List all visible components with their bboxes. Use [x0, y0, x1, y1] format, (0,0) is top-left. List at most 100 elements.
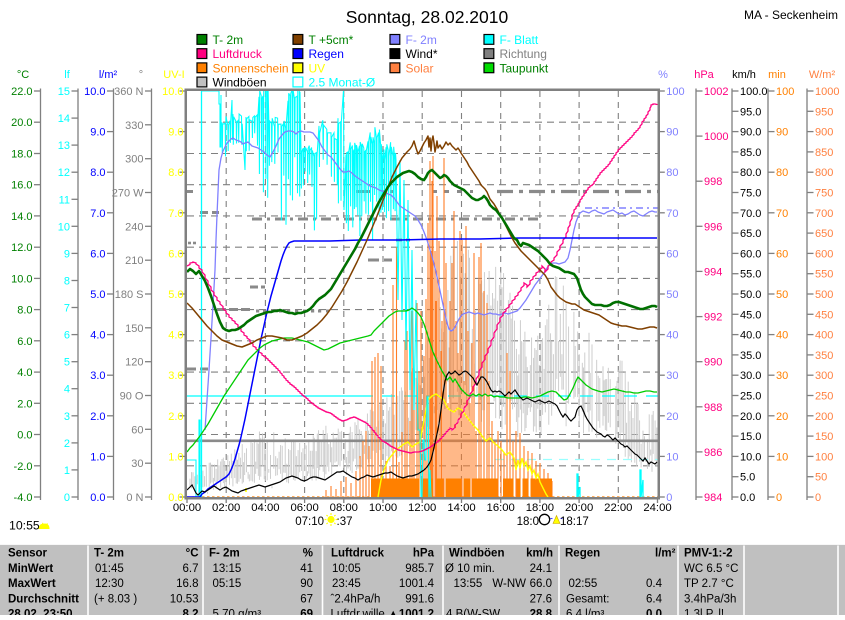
svg-text:15: 15 — [58, 86, 70, 98]
svg-text:10:00: 10:00 — [369, 502, 397, 514]
svg-text:F- Blatt: F- Blatt — [500, 33, 539, 47]
svg-text:991.6: 991.6 — [405, 593, 434, 605]
svg-text:10.0: 10.0 — [84, 86, 105, 98]
svg-text:0.0: 0.0 — [646, 609, 662, 615]
svg-text:984: 984 — [704, 492, 722, 504]
svg-text:10.0: 10.0 — [162, 86, 183, 98]
svg-text:0.0: 0.0 — [17, 430, 32, 442]
svg-text:00:00: 00:00 — [173, 502, 201, 514]
svg-text:Luftdruck: Luftdruck — [331, 548, 385, 560]
svg-text:8.0: 8.0 — [168, 167, 183, 179]
svg-text:69: 69 — [300, 609, 313, 615]
svg-text:70: 70 — [776, 208, 788, 220]
svg-text:5.0: 5.0 — [90, 289, 105, 301]
svg-text:%: % — [303, 548, 313, 560]
svg-text:450: 450 — [815, 309, 833, 321]
svg-text:60: 60 — [666, 248, 678, 260]
svg-text:6.0: 6.0 — [17, 336, 32, 348]
svg-text:MinWert: MinWert — [8, 563, 53, 575]
svg-text:24:00: 24:00 — [643, 502, 671, 514]
svg-text:MaxWert: MaxWert — [8, 578, 56, 590]
svg-text:850: 850 — [815, 147, 833, 159]
svg-text:990: 990 — [704, 357, 722, 369]
svg-text:14.0: 14.0 — [11, 211, 32, 223]
svg-text:ˆ2.4hPa/h: ˆ2.4hPa/h — [331, 593, 381, 605]
svg-text:13: 13 — [58, 140, 70, 152]
svg-text:05:15: 05:15 — [213, 578, 242, 590]
svg-text:F- 2m: F- 2m — [406, 33, 437, 47]
svg-text:▲1001.2: ▲1001.2 — [387, 609, 434, 615]
svg-text:l/m²: l/m² — [99, 69, 118, 81]
svg-text:Luftdr.wille: Luftdr.wille — [331, 609, 385, 615]
svg-text:65.0: 65.0 — [740, 228, 761, 240]
svg-text:Windböen: Windböen — [449, 548, 504, 560]
svg-text:-2.0: -2.0 — [14, 461, 33, 473]
svg-text:360 N: 360 N — [114, 86, 143, 98]
svg-text:8.0: 8.0 — [90, 167, 105, 179]
svg-text:9: 9 — [64, 248, 70, 260]
svg-text:5.0: 5.0 — [740, 472, 755, 484]
svg-text:22:00: 22:00 — [604, 502, 632, 514]
svg-text:T +5cm*: T +5cm* — [309, 33, 354, 47]
svg-text:28.02, 23:50: 28.02, 23:50 — [8, 609, 73, 615]
svg-text:50: 50 — [666, 289, 678, 301]
svg-text:75.0: 75.0 — [740, 188, 761, 200]
svg-text:4: 4 — [64, 384, 70, 396]
svg-text:25.0: 25.0 — [740, 391, 761, 403]
svg-text:2: 2 — [64, 438, 70, 450]
svg-text:22.0: 22.0 — [11, 86, 32, 98]
svg-text:300: 300 — [125, 154, 143, 166]
svg-text:330: 330 — [125, 120, 143, 132]
svg-text:30: 30 — [776, 370, 788, 382]
svg-text:500: 500 — [815, 289, 833, 301]
svg-text:12: 12 — [58, 167, 70, 179]
svg-text:Sensor: Sensor — [8, 548, 48, 560]
svg-text:5.70 g/m³: 5.70 g/m³ — [213, 609, 262, 615]
svg-text:50: 50 — [776, 289, 788, 301]
svg-text:6.4 l/m³: 6.4 l/m³ — [566, 609, 605, 615]
svg-text:T- 2m: T- 2m — [213, 33, 244, 47]
svg-text:min: min — [768, 69, 786, 81]
svg-text:6.7: 6.7 — [183, 563, 199, 575]
svg-text:01:45: 01:45 — [95, 563, 124, 575]
svg-text:100: 100 — [776, 86, 794, 98]
svg-text:1002: 1002 — [704, 86, 728, 98]
svg-text:9.0: 9.0 — [90, 127, 105, 139]
svg-text:10:05: 10:05 — [332, 563, 361, 575]
svg-text:66.0: 66.0 — [530, 578, 552, 590]
svg-text:8: 8 — [64, 276, 70, 288]
svg-text:5.0: 5.0 — [168, 289, 183, 301]
svg-text:210: 210 — [125, 255, 143, 267]
svg-text:90: 90 — [666, 127, 678, 139]
svg-text:°: ° — [139, 69, 143, 81]
svg-text:3: 3 — [64, 411, 70, 423]
svg-text:80: 80 — [776, 167, 788, 179]
svg-text:km/h: km/h — [526, 548, 553, 560]
svg-text:100: 100 — [815, 451, 833, 463]
svg-text:0.0: 0.0 — [740, 492, 755, 504]
svg-text:20.0: 20.0 — [740, 411, 761, 423]
svg-text:60: 60 — [776, 248, 788, 260]
svg-text:10.53: 10.53 — [170, 593, 199, 605]
svg-text:3.0: 3.0 — [90, 370, 105, 382]
svg-text:1.0: 1.0 — [90, 451, 105, 463]
svg-text:0: 0 — [666, 492, 672, 504]
svg-text:Regen: Regen — [309, 47, 344, 61]
svg-text:70.0: 70.0 — [740, 208, 761, 220]
svg-text:30: 30 — [131, 458, 143, 470]
svg-text:90: 90 — [776, 127, 788, 139]
svg-text:100: 100 — [666, 86, 684, 98]
svg-text:23:45: 23:45 — [332, 578, 361, 590]
svg-text:180 S: 180 S — [115, 289, 144, 301]
svg-text:F- 2m: F- 2m — [209, 548, 240, 560]
svg-text:04:00: 04:00 — [251, 502, 279, 514]
svg-text:14:00: 14:00 — [447, 502, 475, 514]
svg-text:0: 0 — [815, 492, 821, 504]
svg-text:°C: °C — [17, 69, 29, 81]
svg-text:650: 650 — [815, 228, 833, 240]
svg-text:Windböen: Windböen — [213, 76, 267, 90]
svg-text:W/m²: W/m² — [809, 69, 836, 81]
svg-text:3.4hPa/3h: 3.4hPa/3h — [684, 593, 736, 605]
svg-text:996: 996 — [704, 221, 722, 233]
svg-text:T- 2m: T- 2m — [94, 548, 124, 560]
